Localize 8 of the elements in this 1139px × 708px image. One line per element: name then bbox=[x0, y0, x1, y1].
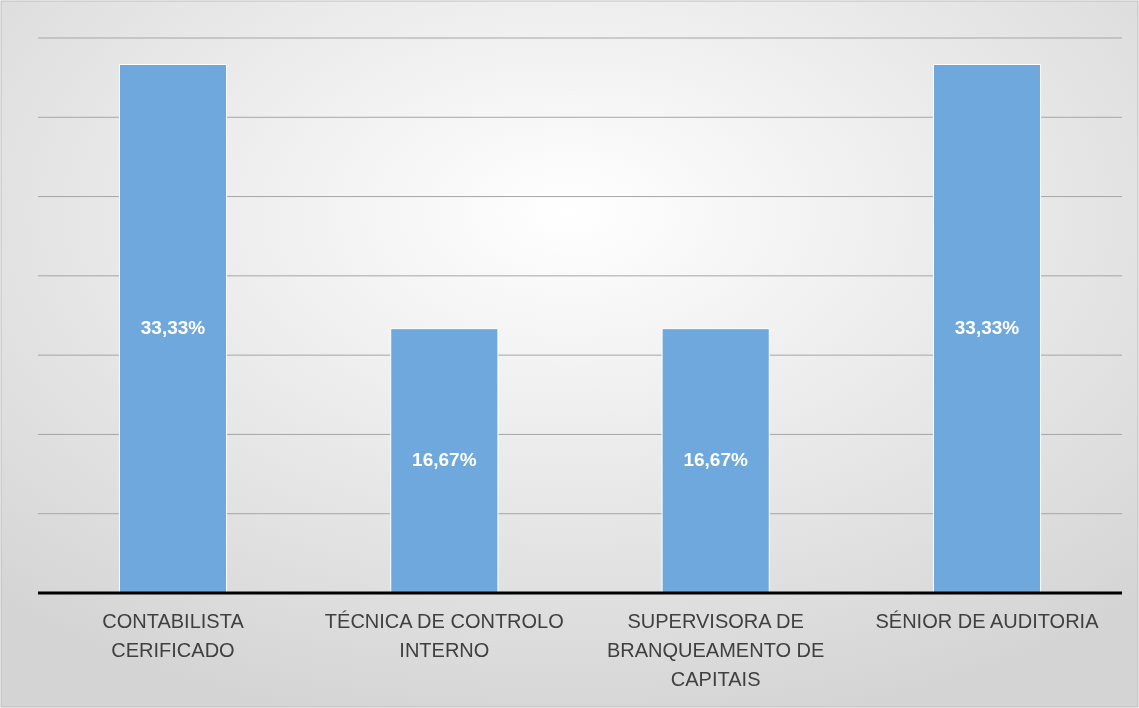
x-tick-label: TÉCNICA DE CONTROLO INTERNO bbox=[324, 610, 564, 661]
data-label: 33,33% bbox=[954, 316, 1020, 338]
x-tick-label: SUPERVISORA DE BRANQUEAMENTO DE CAPITAIS bbox=[606, 610, 825, 690]
x-tick-label: SÉNIOR DE AUDITORIA bbox=[875, 610, 1100, 632]
data-label: 33,33% bbox=[140, 316, 206, 338]
data-label: 16,67% bbox=[412, 448, 477, 470]
x-tick-label: CONTABILISTA CERIFICADO bbox=[102, 610, 245, 661]
data-label: 16,67% bbox=[683, 448, 748, 470]
